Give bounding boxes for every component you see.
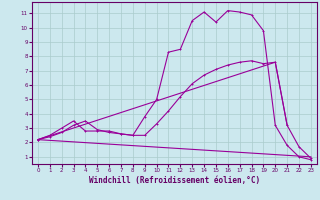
X-axis label: Windchill (Refroidissement éolien,°C): Windchill (Refroidissement éolien,°C): [89, 176, 260, 185]
